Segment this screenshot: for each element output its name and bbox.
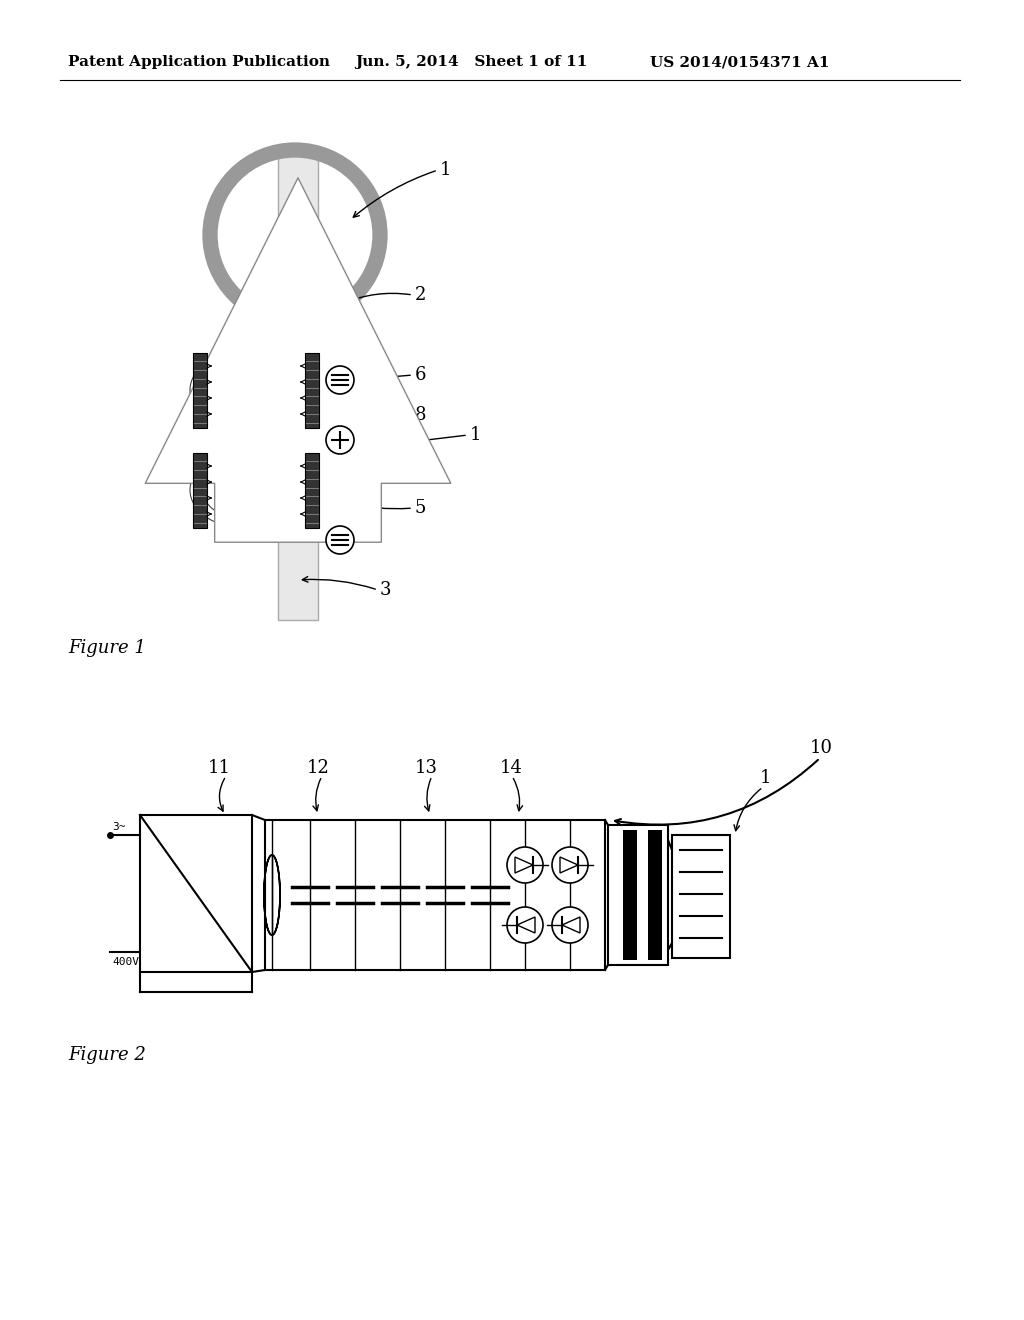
Bar: [623, 830, 637, 960]
Text: 11: 11: [208, 759, 231, 777]
Bar: [193, 352, 207, 428]
Text: 7: 7: [415, 433, 426, 451]
Text: 1: 1: [440, 161, 452, 180]
Bar: [648, 830, 662, 960]
Text: 2: 2: [415, 286, 426, 304]
Text: 12: 12: [307, 759, 330, 777]
Circle shape: [326, 366, 354, 393]
Bar: [305, 352, 319, 428]
Text: Figure 1: Figure 1: [68, 639, 145, 657]
Text: 5: 5: [415, 499, 426, 517]
Text: US 2014/0154371 A1: US 2014/0154371 A1: [650, 55, 829, 69]
Circle shape: [507, 907, 543, 942]
Text: Figure 2: Figure 2: [68, 1045, 145, 1064]
Text: 400V: 400V: [112, 957, 139, 968]
Bar: [672, 836, 730, 958]
Text: Patent Application Publication: Patent Application Publication: [68, 55, 330, 69]
Text: 13: 13: [415, 759, 438, 777]
Bar: [193, 453, 207, 528]
Bar: [140, 814, 252, 972]
Text: Jun. 5, 2014   Sheet 1 of 11: Jun. 5, 2014 Sheet 1 of 11: [355, 55, 588, 69]
Text: 10: 10: [810, 739, 833, 756]
Text: 1: 1: [760, 770, 771, 787]
Text: 3~: 3~: [112, 822, 126, 832]
Bar: [608, 825, 668, 965]
Bar: [265, 820, 605, 970]
Circle shape: [552, 907, 588, 942]
Circle shape: [507, 847, 543, 883]
Circle shape: [326, 525, 354, 554]
Circle shape: [552, 847, 588, 883]
Circle shape: [326, 426, 354, 454]
Text: 6: 6: [415, 366, 427, 384]
Text: 14: 14: [500, 759, 523, 777]
Bar: [278, 154, 318, 620]
Text: 8: 8: [415, 407, 427, 424]
Text: 4: 4: [420, 446, 431, 465]
Text: 3: 3: [380, 581, 391, 599]
Bar: [305, 453, 319, 528]
Text: 1: 1: [470, 426, 481, 444]
